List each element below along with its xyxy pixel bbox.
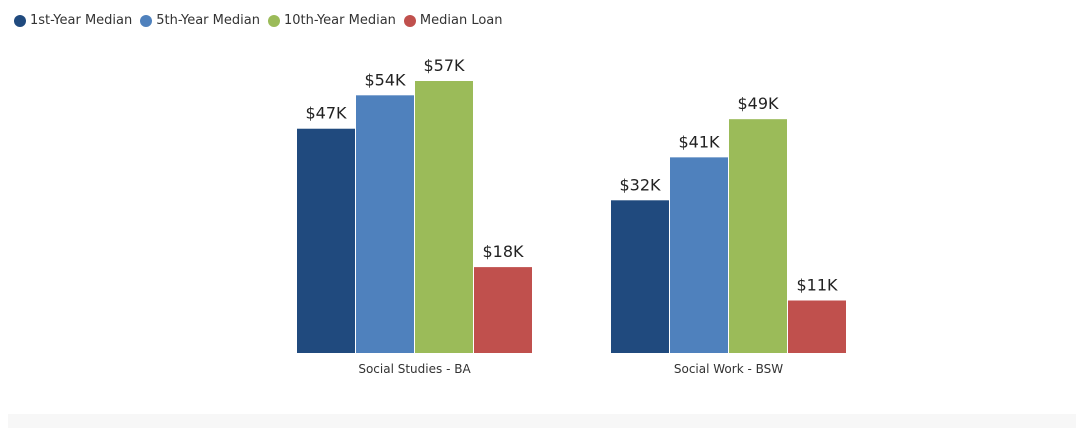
bar-2-2[interactable] <box>670 157 728 353</box>
legend-item-1st-year[interactable]: 1st-Year Median <box>14 13 132 28</box>
bar-4-1[interactable] <box>474 267 532 353</box>
bar-1-1[interactable] <box>297 128 355 353</box>
legend-swatch-1st-year <box>14 14 26 27</box>
legend-item-5th-year[interactable]: 5th-Year Median <box>140 13 260 28</box>
bar-3-1[interactable] <box>415 81 473 353</box>
legend-label-median-loan: Median Loan <box>419 13 503 28</box>
legend-item-median-loan[interactable]: Median Loan <box>403 13 503 28</box>
data-label-3-1: $57K <box>423 56 465 75</box>
data-label-2-1: $54K <box>364 70 406 89</box>
legend-swatch-10th-year <box>267 14 280 27</box>
bar-1-2[interactable] <box>611 200 669 353</box>
bar-3-2[interactable] <box>729 119 787 353</box>
legend-item-10th-year[interactable]: 10th-Year Median <box>267 13 396 28</box>
category-label-2: Social Work - BSW <box>674 362 783 376</box>
legend-swatch-5th-year <box>140 14 153 27</box>
chart-legend: 1st-Year Median 5th-Year Median 10th-Yea… <box>14 13 511 28</box>
data-label-4-1: $18K <box>482 242 524 261</box>
legend-swatch-median-loan <box>403 14 416 27</box>
data-label-4-2: $11K <box>796 276 838 295</box>
data-label-3-2: $49K <box>737 94 779 113</box>
legend-label-10th-year: 10th-Year Median <box>283 13 396 28</box>
footer-band <box>8 414 1076 428</box>
category-label-1: Social Studies - BA <box>358 362 471 376</box>
data-label-1-1: $47K <box>305 104 347 123</box>
legend-label-5th-year: 5th-Year Median <box>156 13 260 28</box>
data-label-2-2: $41K <box>678 132 720 151</box>
bar-4-2[interactable] <box>788 300 846 353</box>
data-label-1-2: $32K <box>619 175 661 194</box>
bar-2-1[interactable] <box>356 95 414 353</box>
legend-label-1st-year: 1st-Year Median <box>30 13 133 28</box>
